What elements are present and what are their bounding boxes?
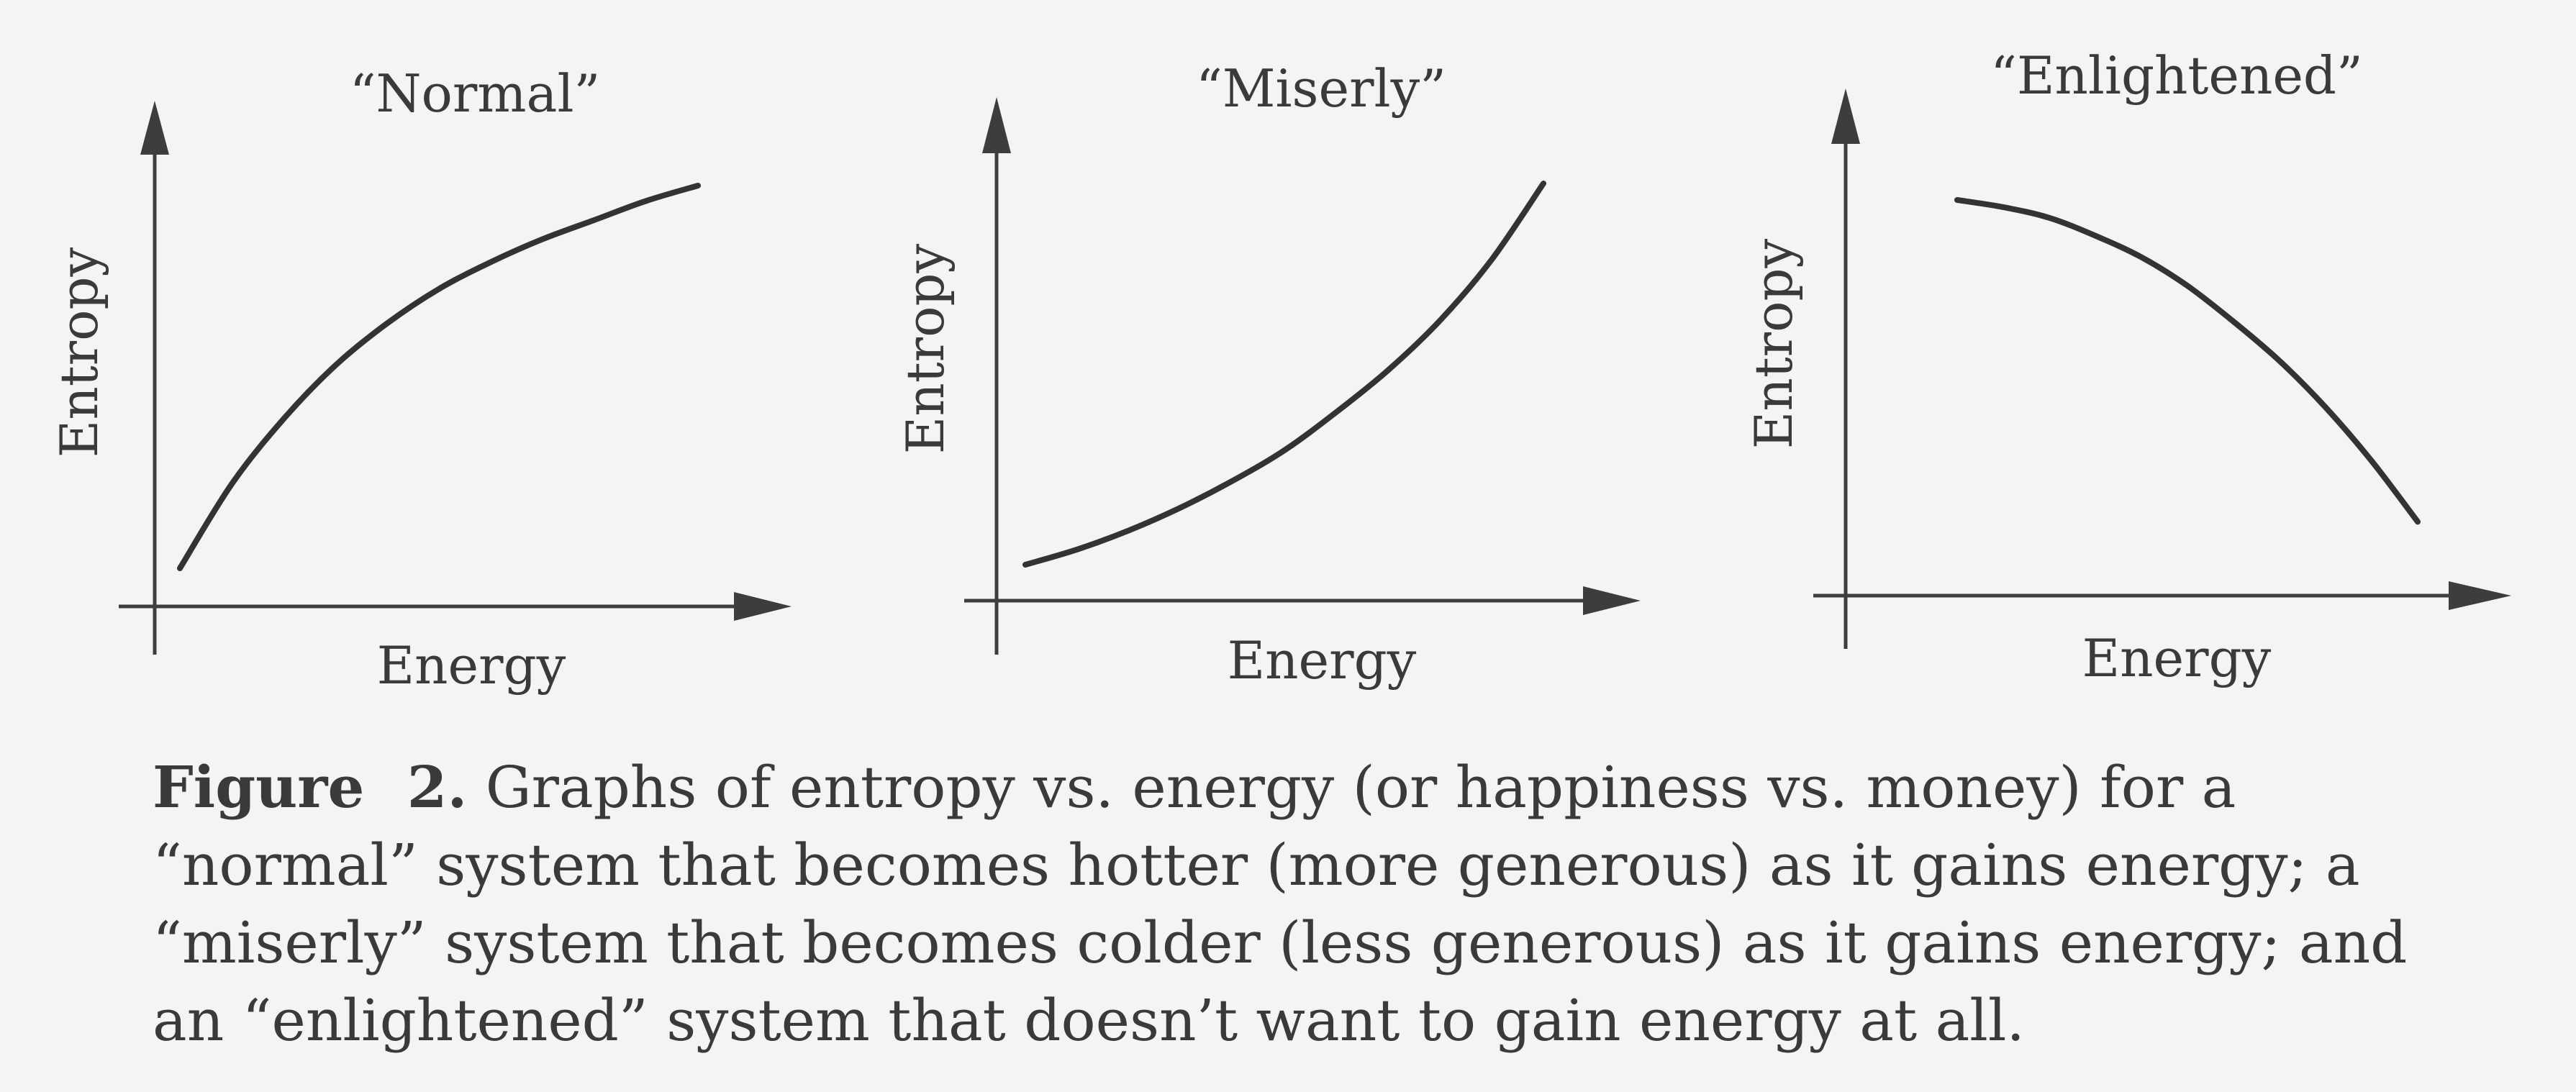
x-axis-label-normal: Energy <box>377 635 566 696</box>
panel-miserly: “Miserly” Entropy Energy <box>895 58 1641 691</box>
curve-miserly <box>1022 181 1546 568</box>
figure-panels: “Normal” Entropy Energy “Miserly” Entrop… <box>49 45 2511 696</box>
caption-label: Figure <box>153 753 365 821</box>
curve-enlightened <box>1954 197 2421 525</box>
x-axis-arrow-enlightened <box>2449 581 2511 610</box>
y-axis-arrow-miserly <box>982 97 1011 153</box>
panel-title-normal: “Normal” <box>350 63 601 124</box>
caption-text: Graphs of entropy vs. energy (or happine… <box>153 754 2408 1054</box>
x-axis-arrow-normal <box>734 592 792 621</box>
panel-title-enlightened: “Enlightened” <box>1990 45 2363 106</box>
y-axis-arrow-normal <box>140 101 169 155</box>
panel-normal: “Normal” Entropy Energy <box>49 63 792 696</box>
figure-caption: Figure 2. Graphs of entropy vs. energy (… <box>153 748 2434 1060</box>
y-axis-label-miserly: Entropy <box>895 243 956 454</box>
y-axis-label-normal: Entropy <box>49 247 109 458</box>
panel-title-miserly: “Miserly” <box>1196 58 1446 119</box>
x-axis-label-enlightened: Energy <box>2082 628 2272 688</box>
x-axis-arrow-miserly <box>1583 586 1641 615</box>
y-axis-label-enlightened: Entropy <box>1743 238 1804 449</box>
caption-number: 2. <box>407 753 468 821</box>
x-axis-label-miserly: Energy <box>1228 630 1417 691</box>
panel-enlightened: “Enlightened” Entropy Energy <box>1743 45 2511 688</box>
curve-normal <box>177 183 701 571</box>
y-axis-arrow-enlightened <box>1831 88 1860 144</box>
